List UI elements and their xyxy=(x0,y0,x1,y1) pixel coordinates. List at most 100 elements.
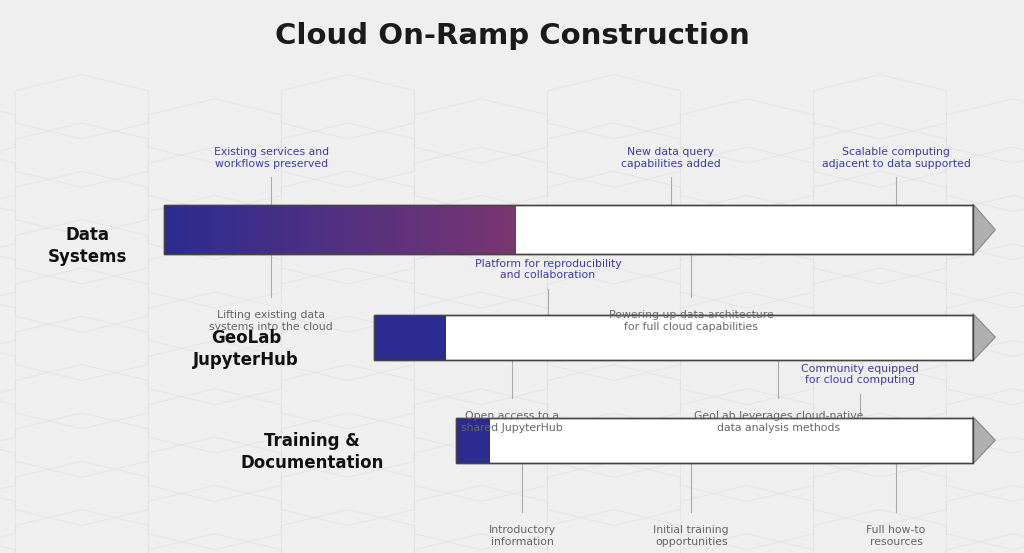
Bar xyxy=(411,205,415,254)
Bar xyxy=(243,205,248,254)
Bar xyxy=(381,315,382,359)
Bar xyxy=(392,315,394,359)
Bar xyxy=(400,315,402,359)
Bar xyxy=(221,205,226,254)
Bar xyxy=(317,205,323,254)
Bar xyxy=(494,205,499,254)
Bar xyxy=(190,205,196,254)
Bar xyxy=(384,205,389,254)
Bar xyxy=(456,418,973,463)
Bar xyxy=(436,315,437,359)
Bar xyxy=(503,205,508,254)
Bar xyxy=(426,315,427,359)
Text: Lifting existing data
systems into the cloud: Lifting existing data systems into the c… xyxy=(210,310,333,332)
Bar xyxy=(331,205,336,254)
Polygon shape xyxy=(973,204,995,255)
Bar xyxy=(377,315,378,359)
Bar xyxy=(168,205,173,254)
Bar xyxy=(304,205,309,254)
Bar xyxy=(441,205,445,254)
Bar xyxy=(422,315,423,359)
Bar xyxy=(434,315,435,359)
Bar xyxy=(507,205,512,254)
Text: Initial training
opportunities: Initial training opportunities xyxy=(653,525,729,547)
Text: New data query
capabilities added: New data query capabilities added xyxy=(621,147,721,169)
Bar xyxy=(380,315,382,359)
Bar xyxy=(344,205,349,254)
Bar xyxy=(323,205,327,254)
Bar xyxy=(382,315,383,359)
Bar xyxy=(217,205,221,254)
Bar xyxy=(392,315,393,359)
Bar xyxy=(416,315,418,359)
Bar xyxy=(423,315,425,359)
Bar xyxy=(296,205,301,254)
Bar xyxy=(440,315,441,359)
Bar xyxy=(229,205,234,254)
Bar xyxy=(379,315,381,359)
Bar xyxy=(409,315,411,359)
Text: Scalable computing
adjacent to data supported: Scalable computing adjacent to data supp… xyxy=(821,147,971,169)
Bar xyxy=(388,205,393,254)
Bar xyxy=(248,205,252,254)
Bar xyxy=(252,205,257,254)
Bar xyxy=(498,205,503,254)
Bar xyxy=(225,205,230,254)
Bar xyxy=(424,315,426,359)
Bar xyxy=(418,315,419,359)
Bar xyxy=(387,315,389,359)
Polygon shape xyxy=(973,314,995,361)
Bar xyxy=(433,315,434,359)
Bar xyxy=(327,205,332,254)
Bar xyxy=(403,315,404,359)
Bar xyxy=(435,315,436,359)
Bar xyxy=(398,315,399,359)
Bar xyxy=(265,205,270,254)
Bar xyxy=(177,205,182,254)
Bar xyxy=(256,205,261,254)
Text: GeoLab
JupyterHub: GeoLab JupyterHub xyxy=(193,329,299,369)
Bar xyxy=(399,315,400,359)
Bar xyxy=(309,205,314,254)
Bar xyxy=(419,315,420,359)
Bar xyxy=(353,205,358,254)
Bar xyxy=(390,315,391,359)
Bar xyxy=(413,315,414,359)
Bar xyxy=(404,315,406,359)
Bar xyxy=(283,205,288,254)
Bar xyxy=(384,315,385,359)
Bar xyxy=(432,315,433,359)
Bar xyxy=(459,205,464,254)
Bar xyxy=(376,315,377,359)
Bar xyxy=(441,315,442,359)
Text: Open access to a
shared JupyterHub: Open access to a shared JupyterHub xyxy=(461,411,563,433)
Bar xyxy=(422,315,424,359)
Bar xyxy=(442,315,443,359)
Bar xyxy=(429,315,430,359)
Text: Data
Systems: Data Systems xyxy=(47,226,127,266)
Bar xyxy=(388,315,389,359)
Bar xyxy=(385,315,387,359)
Bar xyxy=(432,205,437,254)
Bar xyxy=(410,315,411,359)
Bar xyxy=(407,315,408,359)
Text: Full how-to
resources: Full how-to resources xyxy=(866,525,926,547)
Bar xyxy=(476,205,481,254)
Bar xyxy=(467,205,472,254)
Bar xyxy=(417,315,418,359)
Bar xyxy=(195,205,200,254)
Bar xyxy=(402,315,403,359)
Bar xyxy=(414,315,415,359)
Bar xyxy=(391,315,392,359)
Text: Introductory
information: Introductory information xyxy=(488,525,556,547)
Bar xyxy=(375,315,376,359)
Bar xyxy=(361,205,367,254)
Bar xyxy=(401,315,403,359)
Bar xyxy=(313,205,318,254)
Bar xyxy=(411,315,412,359)
Bar xyxy=(164,205,169,254)
Bar xyxy=(463,205,468,254)
Bar xyxy=(423,205,428,254)
Text: Training &
Documentation: Training & Documentation xyxy=(241,432,384,472)
Bar xyxy=(431,315,433,359)
